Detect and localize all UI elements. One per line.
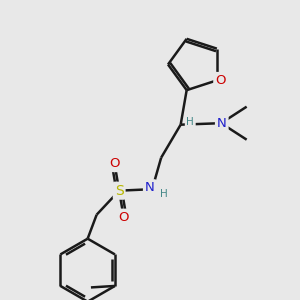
Text: H: H	[186, 117, 194, 127]
Text: O: O	[118, 211, 129, 224]
Text: S: S	[115, 184, 124, 198]
Text: N: N	[217, 117, 226, 130]
Text: O: O	[110, 157, 120, 170]
Text: N: N	[145, 181, 154, 194]
Text: O: O	[215, 74, 226, 87]
Text: H: H	[160, 189, 167, 199]
